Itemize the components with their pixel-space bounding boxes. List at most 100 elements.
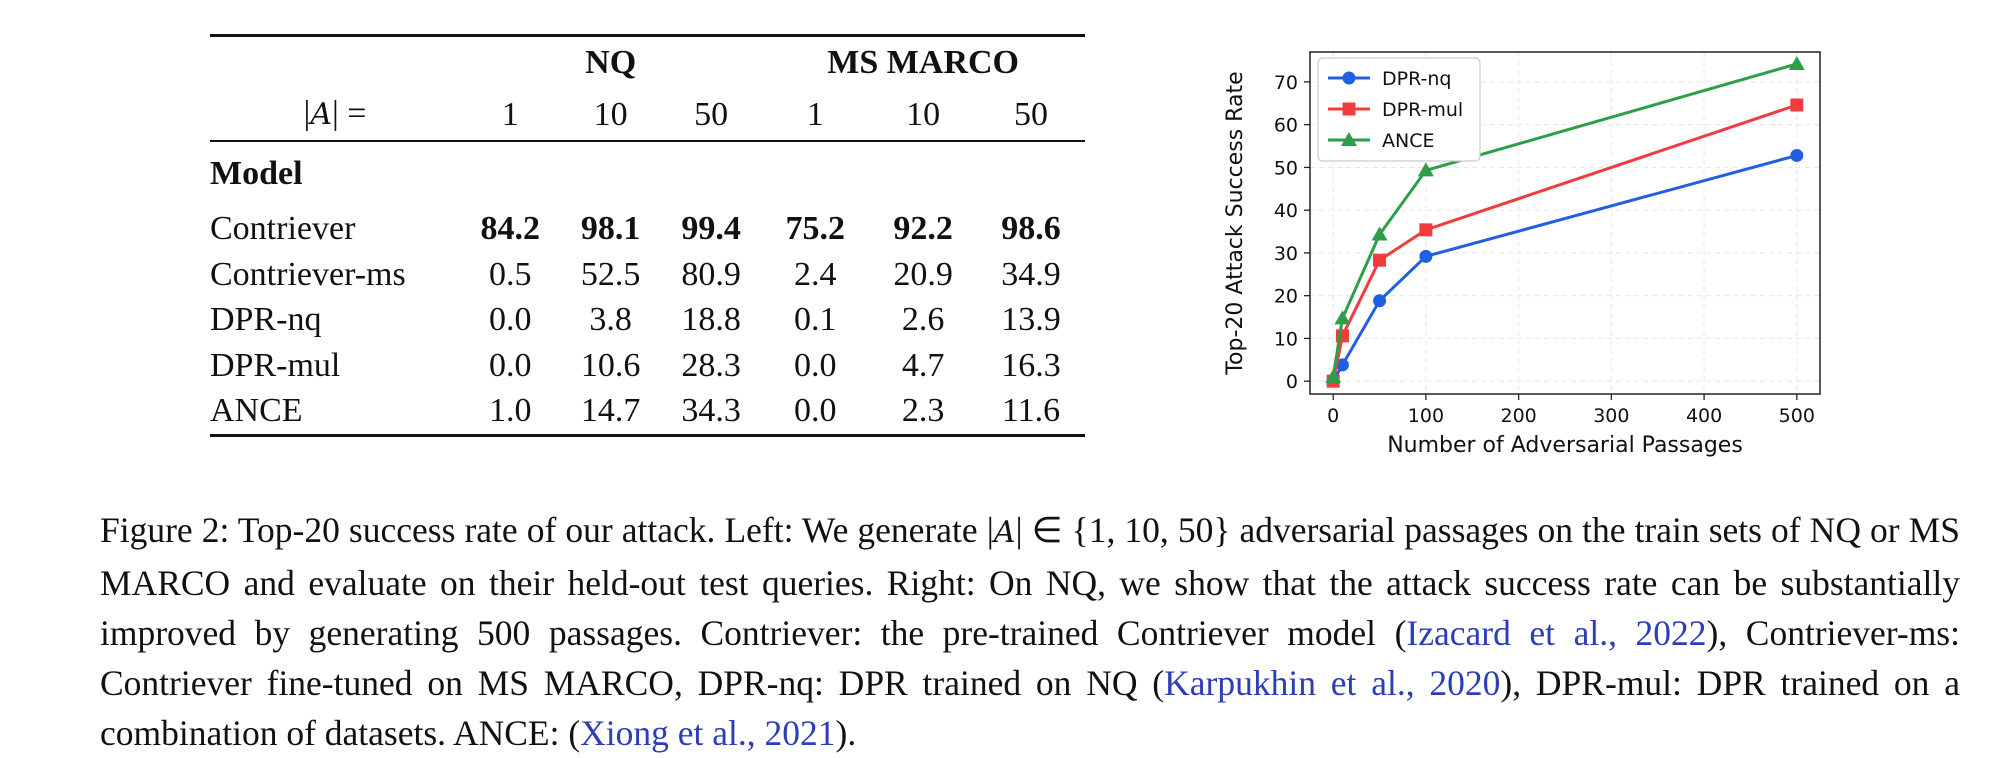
table-cell: 14.7 <box>580 392 641 429</box>
table-cell: 10.6 <box>580 346 641 384</box>
legend-label: DPR-mul <box>1382 99 1463 121</box>
table-row: Contriever-ms 0.5 52.5 80.9 2.4 20.9 34.9 <box>210 252 1085 298</box>
series-layer <box>1325 55 1805 388</box>
legend: DPR-nq DPR-mul ANCE <box>1317 57 1481 162</box>
x-axis-label: Number of Adversarial Passages <box>1387 433 1743 458</box>
data-point <box>1419 249 1433 263</box>
citation-izacard[interactable]: Izacard et al., 2022 <box>1406 613 1707 653</box>
table-cell: 80.9 <box>681 255 741 293</box>
axes-layer: 0 100 200 300 400 500 0 10 20 30 40 50 60 70 <box>1274 51 1821 427</box>
table-cell: 0.5 <box>488 255 532 293</box>
data-point <box>1371 226 1388 241</box>
table-cell: 34.3 <box>681 392 741 429</box>
set-size-ms-50: 50 <box>1014 95 1049 133</box>
data-point <box>1790 148 1804 162</box>
dataset-header-row: NQ MS MARCO <box>210 37 1085 89</box>
data-point <box>1335 358 1349 372</box>
citation-xiong[interactable]: Xiong et al., 2021 <box>580 713 836 753</box>
table-cell: 3.8 <box>589 301 632 338</box>
set-size-nq-10: 10 <box>593 95 628 133</box>
data-point <box>1373 253 1387 267</box>
table-body: Contriever 84.2 98.1 99.4 75.2 92.2 98.6 Contri… <box>210 206 1085 435</box>
citation-karpukhin[interactable]: Karpukhin et al., 2020 <box>1164 663 1501 703</box>
table-row: DPR-mul 0.0 10.6 28.3 0.0 4.7 16.3 <box>210 343 1085 389</box>
data-point <box>1788 55 1805 70</box>
table-cell: 20.9 <box>893 255 953 293</box>
table-cell: 1.0 <box>488 392 532 429</box>
y-tick-label: 10 <box>1274 328 1298 350</box>
table-cell: 52.5 <box>580 255 641 293</box>
table-cell: 18.8 <box>681 301 741 338</box>
table-cell: 0.0 <box>488 346 532 384</box>
table-cell: 0.0 <box>793 346 837 384</box>
y-tick-label: 60 <box>1274 115 1298 137</box>
table-cell: 13.9 <box>1001 301 1061 338</box>
model-header-row: Model <box>210 142 1085 206</box>
legend-item: ANCE <box>1328 130 1434 152</box>
table-cell: 84.2 <box>480 210 540 247</box>
legend-label: ANCE <box>1382 130 1434 152</box>
table-cell: 2.4 <box>793 255 837 293</box>
data-point <box>1790 98 1804 112</box>
table-cell: 0.1 <box>793 301 837 338</box>
series-ance <box>1325 55 1805 383</box>
set-size-ms-1: 1 <box>806 95 824 133</box>
y-tick-label: 70 <box>1274 72 1298 94</box>
model-name: ANCE <box>210 392 303 429</box>
model-name: DPR-nq <box>210 301 322 338</box>
data-point <box>1373 294 1387 308</box>
set-size-row: |A| = 1 10 50 1 10 50 <box>210 89 1085 141</box>
table-cell: 98.6 <box>1001 210 1061 247</box>
table-cell: 99.4 <box>681 210 741 247</box>
data-point <box>1417 162 1434 177</box>
figure-label: Figure 2: <box>100 510 230 550</box>
set-size-nq-1: 1 <box>501 95 519 133</box>
set-size-ms-10: 10 <box>906 95 941 133</box>
legend-marker <box>1342 71 1356 85</box>
model-name: DPR-mul <box>210 346 341 384</box>
y-axis-label: Top-20 Attack Success Rate <box>1223 71 1248 375</box>
table-cell: 2.6 <box>901 301 945 338</box>
model-name: Contriever <box>210 210 356 247</box>
table-row: DPR-nq 0.0 3.8 18.8 0.1 2.6 13.9 <box>210 297 1085 343</box>
table-cell: 16.3 <box>1001 346 1061 384</box>
model-header: Model <box>210 155 303 192</box>
x-tick-label: 200 <box>1501 405 1537 427</box>
y-tick-label: 50 <box>1274 157 1298 179</box>
bottom-rule <box>210 433 1085 438</box>
set-size-nq-50: 50 <box>694 95 729 133</box>
legend-box <box>1317 57 1481 162</box>
x-tick-label: 100 <box>1408 405 1444 427</box>
data-point <box>1334 310 1351 325</box>
y-tick-label: 40 <box>1274 200 1298 222</box>
figure-caption: Figure 2: Top-20 success rate of our att… <box>100 510 1960 753</box>
x-tick-label: 400 <box>1686 405 1722 427</box>
y-tick-label: 20 <box>1274 286 1298 308</box>
table-cell: 0.0 <box>793 392 837 429</box>
table-cell: 28.3 <box>681 346 741 384</box>
table-cell: 11.6 <box>1001 392 1061 429</box>
y-tick-label: 0 <box>1286 371 1298 393</box>
data-point <box>1419 223 1433 237</box>
series-dpr-nq <box>1326 148 1804 388</box>
legend-item: DPR-nq <box>1328 68 1451 90</box>
legend-item: DPR-mul <box>1328 99 1463 121</box>
legend-label: DPR-nq <box>1382 68 1451 90</box>
data-point <box>1325 368 1342 383</box>
table-cell: 4.7 <box>901 346 945 384</box>
table-cell: 2.3 <box>901 392 945 429</box>
series-line <box>1331 154 1798 382</box>
plot-frame <box>1309 51 1821 395</box>
table-cell: 75.2 <box>785 210 845 247</box>
table-cell: 0.0 <box>488 301 532 338</box>
legend-marker <box>1342 102 1356 116</box>
top-rule <box>210 34 1085 38</box>
x-tick-label: 300 <box>1593 405 1629 427</box>
set-size-label: |A| = <box>303 95 367 132</box>
table-row: ANCE 1.0 14.7 34.3 0.0 2.3 11.6 <box>210 388 1085 435</box>
dataset-header-msmarco: MS MARCO <box>827 44 1019 81</box>
results-table: NQ MS MARCO |A| = 1 10 50 1 10 50 Model … <box>210 34 1085 438</box>
table-cell: 34.9 <box>1001 255 1061 293</box>
table-row: Contriever 84.2 98.1 99.4 75.2 92.2 98.6 <box>210 206 1085 252</box>
